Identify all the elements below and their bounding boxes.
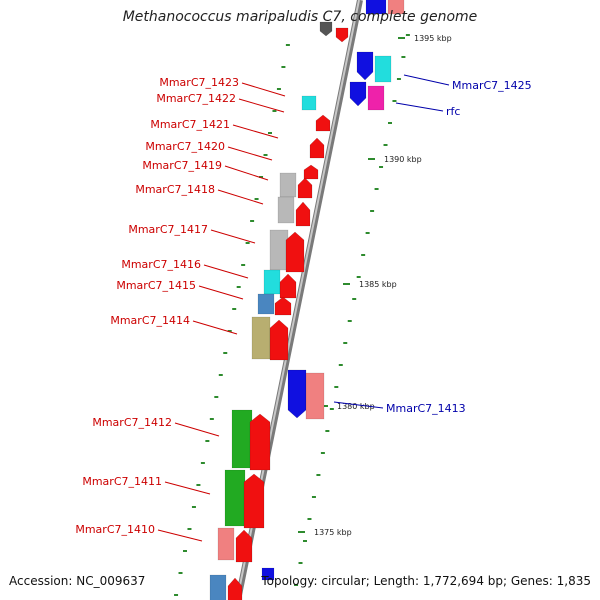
gene-arrow-1417b: [295, 201, 311, 227]
gene-feature-magenta: [367, 85, 385, 111]
kbp-label: 1390 kbp: [384, 155, 422, 164]
gene-feature-salmon: [387, 0, 405, 15]
label-connector-left: [238, 98, 285, 113]
label-layer: MmarC7_1423 MmarC7_1422 MmarC7_1421 MmarC7_…: [75, 76, 531, 536]
gene-label-left: MmarC7_1418: [135, 183, 215, 196]
feature-layer: [209, 0, 405, 600]
gene-feature-bottom: [209, 574, 227, 600]
label-connector-left: [224, 165, 269, 181]
gene-arrow-red: [335, 27, 349, 43]
gene-label-right: MmarC7_1413: [386, 402, 466, 415]
tick-layer: 1395 kbp 1390 kbp 1385 kbp 1380 kbp 1375 kbp: [174, 34, 452, 596]
gene-arrow-1413: [287, 369, 307, 419]
gene-feature-blue: [365, 0, 387, 15]
gene-feature-bottom-blue: [261, 567, 275, 581]
gene-arrow-dark: [319, 21, 333, 37]
gene-label-left: MmarC7_1414: [110, 314, 190, 327]
gene-arrow-1415: [274, 296, 292, 316]
gene-label-left: MmarC7_1412: [92, 416, 172, 429]
accession-text: Accession: NC_009637: [9, 574, 146, 588]
label-connector-left: [227, 146, 273, 161]
label-connector-right: [395, 102, 444, 112]
label-connector-left: [203, 264, 249, 279]
gene-feature-1411: [224, 469, 246, 527]
gene-feature-1418a: [279, 172, 297, 198]
gene-feature-cyan: [374, 55, 392, 83]
gene-feature-1423: [301, 95, 317, 111]
gene-arrow-1414: [269, 319, 289, 361]
gene-arrow-1420: [309, 137, 325, 159]
gene-arrow-1416: [279, 273, 297, 299]
gene-arrow-1417: [285, 231, 305, 273]
gene-label-left: MmarC7_1416: [121, 258, 201, 271]
gene-arrow-bottom: [227, 577, 243, 600]
gene-arrow-blue-1425: [356, 51, 374, 81]
label-connector-right: [333, 401, 384, 409]
gene-label-left: MmarC7_1420: [145, 140, 225, 153]
label-connector-left: [157, 529, 203, 542]
gene-label-left: MmarC7_1423: [159, 76, 239, 89]
label-connector-left: [192, 320, 238, 335]
label-connector-left: [198, 285, 244, 300]
gene-label-left: MmarC7_1419: [142, 159, 222, 172]
label-connector-left: [241, 82, 286, 97]
label-connector-right: [403, 74, 450, 86]
gene-label-left: MmarC7_1421: [150, 118, 230, 131]
genome-summary-text: Topology: circular; Length: 1,772,694 bp…: [261, 574, 591, 588]
gene-feature-1413: [305, 372, 325, 420]
gene-feature-1414: [251, 316, 271, 360]
gene-arrow-1411: [243, 473, 265, 529]
genome-title: Methanococcus maripaludis C7, complete g…: [122, 9, 478, 25]
gene-arrow-1418: [297, 177, 313, 199]
kbp-label: 1380 kbp: [337, 402, 375, 411]
gene-feature-1416: [263, 269, 281, 295]
label-connector-left: [174, 422, 220, 437]
gene-label-right: rfc: [446, 105, 460, 118]
label-connector-left: [164, 481, 211, 495]
gene-feature-1415: [257, 293, 275, 315]
label-connector-left: [232, 124, 279, 139]
gene-arrow-1412: [249, 413, 271, 471]
kbp-label: 1375 kbp: [314, 528, 352, 537]
kbp-label: 1395 kbp: [414, 34, 452, 43]
gene-arrow-1410: [235, 529, 253, 563]
gene-label-right: MmarC7_1425: [452, 79, 532, 92]
kbp-label: 1385 kbp: [359, 280, 397, 289]
label-connector-left: [210, 229, 256, 244]
gene-feature-1417: [269, 229, 289, 271]
gene-arrow-1419: [303, 164, 319, 180]
gene-label-left: MmarC7_1417: [128, 223, 208, 236]
gene-label-left: MmarC7_1422: [156, 92, 236, 105]
gene-label-left: MmarC7_1411: [82, 475, 162, 488]
gene-feature-1412: [231, 409, 253, 469]
connector-layer: [157, 74, 450, 542]
gene-label-left: MmarC7_1415: [116, 279, 196, 292]
label-connector-left: [217, 189, 264, 205]
gene-feature-1410: [217, 527, 235, 561]
gene-arrow-1421: [315, 114, 331, 132]
gene-label-left: MmarC7_1410: [75, 523, 155, 536]
gene-feature-1418b: [277, 196, 295, 224]
gene-arrow-blue-rfc: [349, 81, 367, 107]
